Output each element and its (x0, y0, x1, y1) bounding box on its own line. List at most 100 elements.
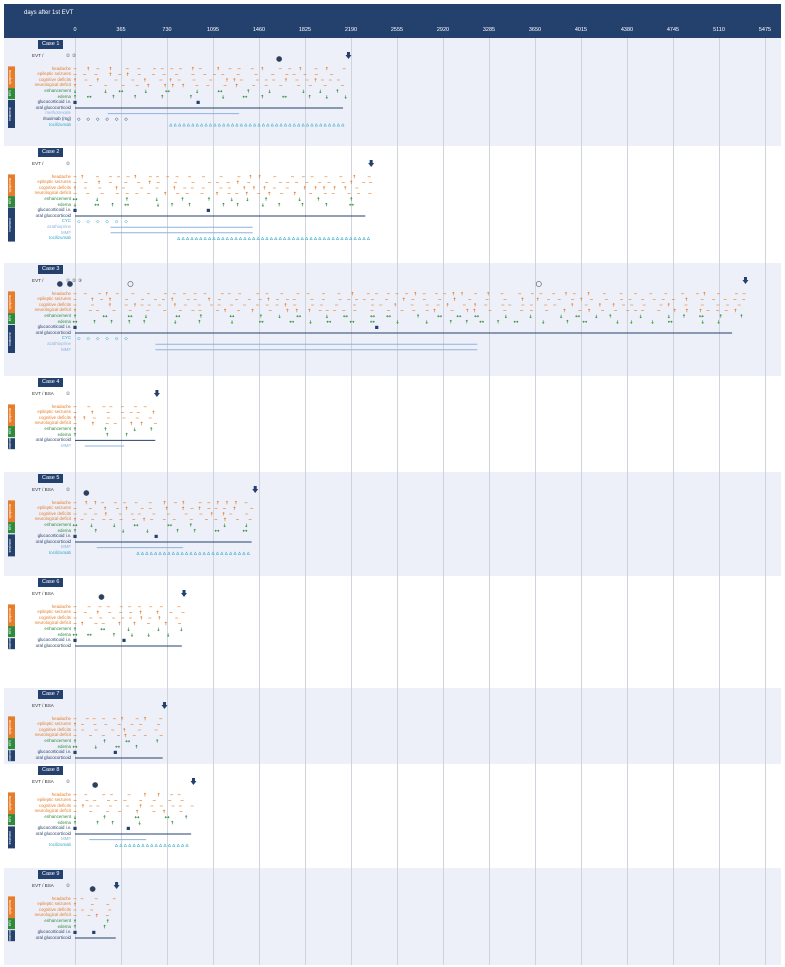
symptom-onset-icon (91, 421, 95, 426)
infusion-triangle-icon (207, 236, 212, 240)
row-label: epileptic seizures (37, 901, 71, 907)
row-label: cognitive deficits (38, 510, 71, 516)
iv-pulse-icon (73, 826, 77, 830)
symptom-onset-icon (333, 185, 336, 190)
symptom-onset-icon (243, 185, 246, 190)
event-marker-icon (56, 281, 63, 287)
symptom-onset-icon (222, 511, 225, 516)
infusion-triangle-icon (318, 236, 322, 240)
symptom-onset-icon (267, 297, 270, 301)
grid-line (305, 376, 306, 472)
mri-decrease-icon (425, 320, 428, 324)
infusion-triangle-icon (163, 843, 167, 847)
symptom-onset-icon (73, 308, 77, 313)
infusion-triangle-icon (244, 122, 248, 127)
row-label: oral glucocorticoid (35, 642, 71, 648)
symptom-onset-icon (350, 180, 353, 184)
infusion-triangle-icon (136, 551, 140, 555)
infusion-triangle-icon (242, 551, 246, 555)
grid-line (535, 472, 536, 576)
symptom-onset-icon (433, 308, 436, 313)
dose-diamond-icon (76, 219, 81, 224)
infusion-triangle-icon (228, 551, 233, 555)
grid-line (121, 472, 122, 576)
symptom-onset-icon (73, 722, 77, 726)
symptom-onset-icon (223, 517, 227, 522)
grid-line (627, 576, 628, 688)
mri-decrease-icon (156, 203, 160, 207)
row-label: cognitive deficits (38, 614, 71, 620)
iv-pulse-icon (126, 826, 130, 830)
grid-line (167, 764, 168, 868)
evt-label: EVT / (32, 278, 44, 283)
grid-line (351, 38, 352, 146)
dose-diamond-icon (76, 336, 81, 341)
grid-line (719, 263, 720, 376)
grid-line (259, 263, 260, 376)
infusion-triangle-icon (190, 236, 194, 240)
infusion-triangle-icon (177, 122, 182, 127)
symptom-onset-icon (402, 297, 406, 301)
mri-decrease-icon (147, 633, 150, 637)
evt-label: EVT / BSA (32, 591, 54, 596)
symptom-onset-icon (108, 302, 112, 307)
mri-increase-icon (171, 820, 174, 825)
symptom-onset-icon (473, 302, 477, 307)
infusion-triangle-icon (194, 236, 199, 240)
row-label: cognitive deficits (38, 802, 71, 808)
grid-line (167, 38, 168, 146)
mri-increase-icon (566, 319, 569, 324)
symptom-onset-icon (97, 180, 101, 184)
axis-tick-label: 1460 (252, 27, 266, 33)
mri-increase-icon (73, 432, 77, 437)
event-marker-icon (535, 281, 542, 287)
mri-stable-icon (118, 89, 124, 93)
mri-stable-icon (456, 314, 462, 318)
symptom-onset-icon (322, 185, 326, 190)
mri-stable-icon (124, 203, 130, 207)
grid-line (673, 38, 674, 146)
symptom-onset-icon (169, 77, 172, 82)
grid-line (443, 576, 444, 688)
infusion-triangle-icon (202, 551, 206, 555)
infusion-triangle-icon (252, 122, 257, 127)
symptom-onset-icon (314, 77, 317, 82)
mri-increase-icon (96, 820, 99, 825)
mri-stable-icon (370, 320, 375, 324)
row-label: edema (57, 819, 71, 825)
symptom-onset-icon (598, 302, 602, 307)
mri-increase-icon (160, 94, 164, 99)
infusion-triangle-icon (181, 236, 185, 240)
grid-line (535, 376, 536, 472)
row-label: headache (51, 499, 71, 505)
infusion-triangle-icon (332, 122, 336, 127)
mri-increase-icon (740, 314, 743, 318)
grid-line (627, 263, 628, 376)
infusion-triangle-icon (292, 122, 296, 127)
infusion-triangle-icon (291, 236, 296, 240)
grid-line (397, 576, 398, 688)
mri-stable-icon (167, 523, 173, 527)
axis-tick-label: 1095 (206, 27, 220, 33)
mri-increase-icon (73, 94, 77, 99)
event-number-label: ① (66, 779, 71, 784)
symptom-onset-icon (314, 185, 317, 190)
grid-line (673, 146, 674, 263)
mri-stable-icon (127, 314, 133, 318)
symptom-onset-icon (94, 500, 97, 505)
case-panel: Case 7 EVT / BSA symptoms MRI treatment heada… (4, 688, 781, 764)
row-label: enhancement (44, 917, 71, 923)
row-label: glucocorticoid i.v. (37, 825, 71, 831)
infusion-triangle-icon (261, 122, 266, 127)
symptom-onset-icon (293, 191, 297, 196)
symptom-onset-icon (85, 500, 88, 505)
symptom-onset-icon (156, 610, 159, 614)
mri-stable-icon (86, 633, 92, 637)
grid-line (213, 764, 214, 868)
symptom-onset-icon (251, 308, 254, 313)
mri-decrease-icon (559, 314, 563, 319)
evt-label: EVT / (32, 161, 44, 166)
infusion-triangle-icon (319, 122, 323, 127)
iv-pulse-icon (73, 208, 77, 212)
axis-tick-label: 3650 (528, 27, 542, 33)
